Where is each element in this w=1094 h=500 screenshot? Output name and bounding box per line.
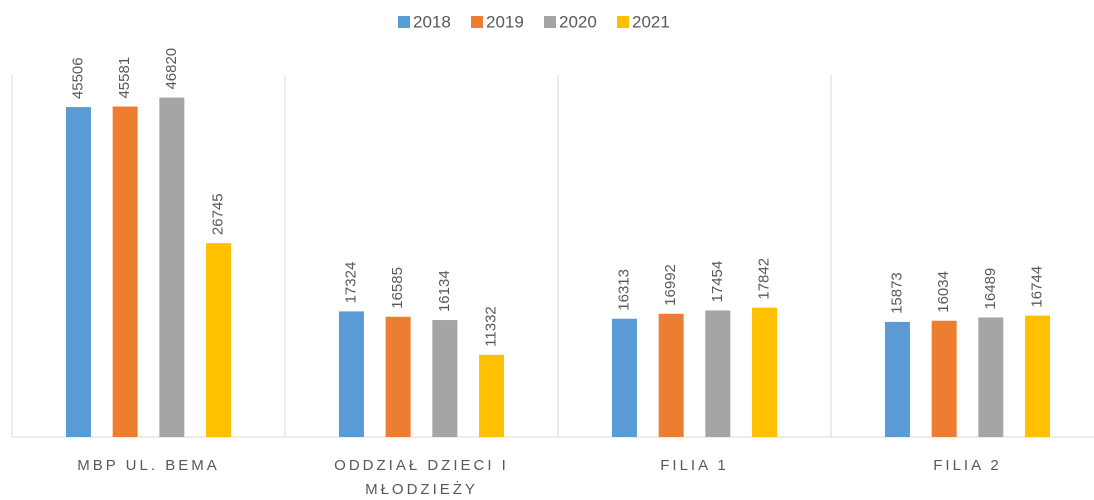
- bar: [112, 106, 138, 437]
- x-tick-label: FILIA 1: [660, 457, 729, 474]
- bar: [159, 97, 185, 438]
- data-label: 45506: [69, 57, 86, 99]
- data-label: 16134: [436, 270, 453, 312]
- data-label: 45581: [116, 57, 133, 99]
- data-label: 16034: [935, 271, 952, 313]
- bar: [752, 307, 778, 437]
- data-label: 17324: [342, 262, 359, 304]
- data-label: 16992: [662, 264, 679, 306]
- data-label: 16585: [389, 267, 406, 309]
- bar: [338, 311, 364, 437]
- data-label: 16489: [982, 268, 999, 310]
- bar: [206, 243, 232, 437]
- bar: [978, 317, 1004, 437]
- legend-label: 2021: [632, 12, 670, 31]
- legend-label: 2019: [486, 12, 524, 31]
- x-tick-label: FILIA 2: [933, 457, 1002, 474]
- bar: [705, 310, 731, 437]
- x-tick-label: MBP UL. BEMA: [77, 457, 220, 474]
- bar: [658, 313, 684, 437]
- legend-label: 2020: [559, 12, 597, 31]
- x-tick-label: ODDZIAŁ DZIECI I MŁODZIEŻY: [334, 457, 509, 498]
- legend-swatch: [398, 16, 410, 28]
- bar: [931, 320, 957, 437]
- bar: [479, 354, 505, 437]
- data-label: 17454: [709, 261, 726, 303]
- data-label: 17842: [756, 258, 773, 300]
- bar: [385, 316, 411, 437]
- legend-swatch: [544, 16, 556, 28]
- legend-label: 2018: [413, 12, 451, 31]
- data-label: 26745: [210, 193, 227, 235]
- legend-swatch: [471, 16, 483, 28]
- data-label: 11332: [483, 306, 500, 347]
- bar: [65, 107, 91, 438]
- data-label: 15873: [888, 272, 905, 314]
- bar: [611, 318, 637, 437]
- bar: [884, 321, 910, 437]
- data-label: 16313: [615, 269, 632, 311]
- legend-swatch: [617, 16, 629, 28]
- bar: [432, 320, 458, 437]
- bar: [1025, 315, 1051, 437]
- data-label: 16744: [1029, 266, 1046, 308]
- data-label: 46820: [163, 48, 180, 90]
